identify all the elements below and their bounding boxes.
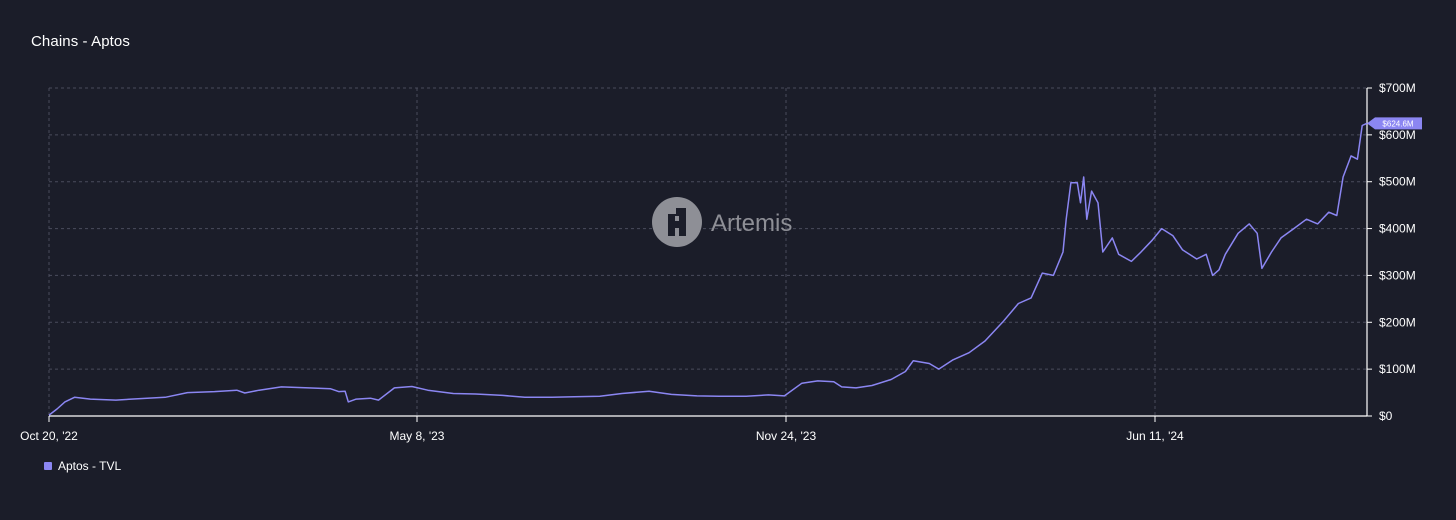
chart-title: Chains - Aptos — [31, 33, 130, 50]
series-layer — [48, 122, 1368, 416]
axes — [48, 87, 1372, 422]
y-tick-label: $700M — [1379, 81, 1416, 95]
y-tick-label: $600M — [1379, 128, 1416, 142]
grid-lines — [48, 87, 1367, 416]
x-tick-label: Jun 11, '24 — [1126, 429, 1184, 443]
y-tick-label: $0 — [1379, 409, 1393, 423]
artemis-logo-icon — [652, 197, 702, 247]
y-tick-label: $400M — [1379, 222, 1416, 236]
y-tick-label: $200M — [1379, 315, 1416, 329]
artemis-watermark: Artemis — [652, 197, 792, 247]
x-tick-label: May 8, '23 — [390, 429, 445, 443]
legend[interactable]: Aptos - TVL — [44, 459, 121, 473]
x-tick-label: Oct 20, '22 — [20, 429, 78, 443]
legend-swatch — [44, 462, 52, 470]
last-value-label: $624.6M — [1382, 119, 1413, 128]
x-tick-label: Nov 24, '23 — [756, 429, 817, 443]
last-value-label-group: $624.6M — [1367, 117, 1422, 130]
y-tick-label: $100M — [1379, 362, 1416, 376]
y-tick-label: $500M — [1379, 175, 1416, 189]
legend-label: Aptos - TVL — [58, 459, 122, 473]
y-tick-label: $300M — [1379, 268, 1416, 282]
tick-labels: $0 $100M $200M $300M $400M $500M $600M $700M Oct… — [20, 81, 1416, 443]
last-value-badge — [1367, 117, 1422, 130]
watermark-text: Artemis — [711, 210, 792, 237]
series-line-0 — [48, 122, 1368, 416]
